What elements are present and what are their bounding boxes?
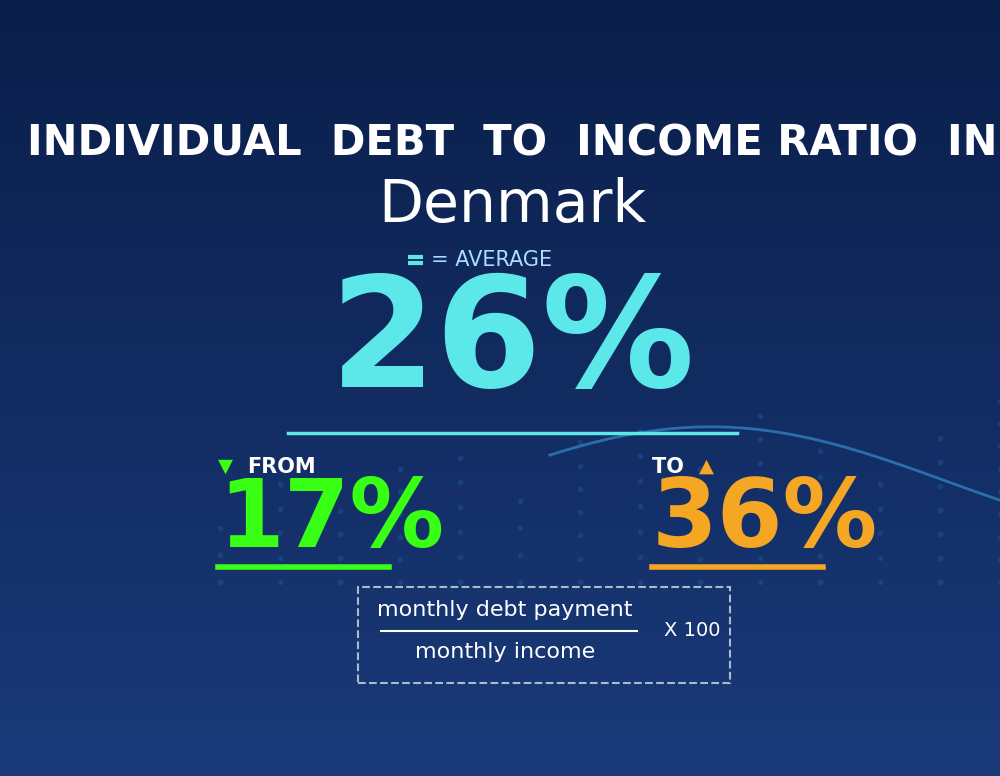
Text: 36%: 36% bbox=[652, 475, 878, 567]
Text: = AVERAGE: = AVERAGE bbox=[431, 250, 552, 270]
Text: TO: TO bbox=[652, 457, 691, 477]
Text: X 100: X 100 bbox=[664, 621, 720, 640]
Text: monthly income: monthly income bbox=[415, 643, 595, 662]
Text: INDIVIDUAL  DEBT  TO  INCOME RATIO  IN: INDIVIDUAL DEBT TO INCOME RATIO IN bbox=[27, 123, 998, 165]
Text: Denmark: Denmark bbox=[378, 177, 647, 234]
Text: 17%: 17% bbox=[218, 475, 444, 567]
Text: ▼: ▼ bbox=[218, 457, 233, 476]
Text: monthly debt payment: monthly debt payment bbox=[377, 600, 633, 620]
Text: 26%: 26% bbox=[330, 269, 695, 418]
Text: FROM: FROM bbox=[247, 457, 316, 477]
Text: ▲: ▲ bbox=[698, 457, 714, 476]
